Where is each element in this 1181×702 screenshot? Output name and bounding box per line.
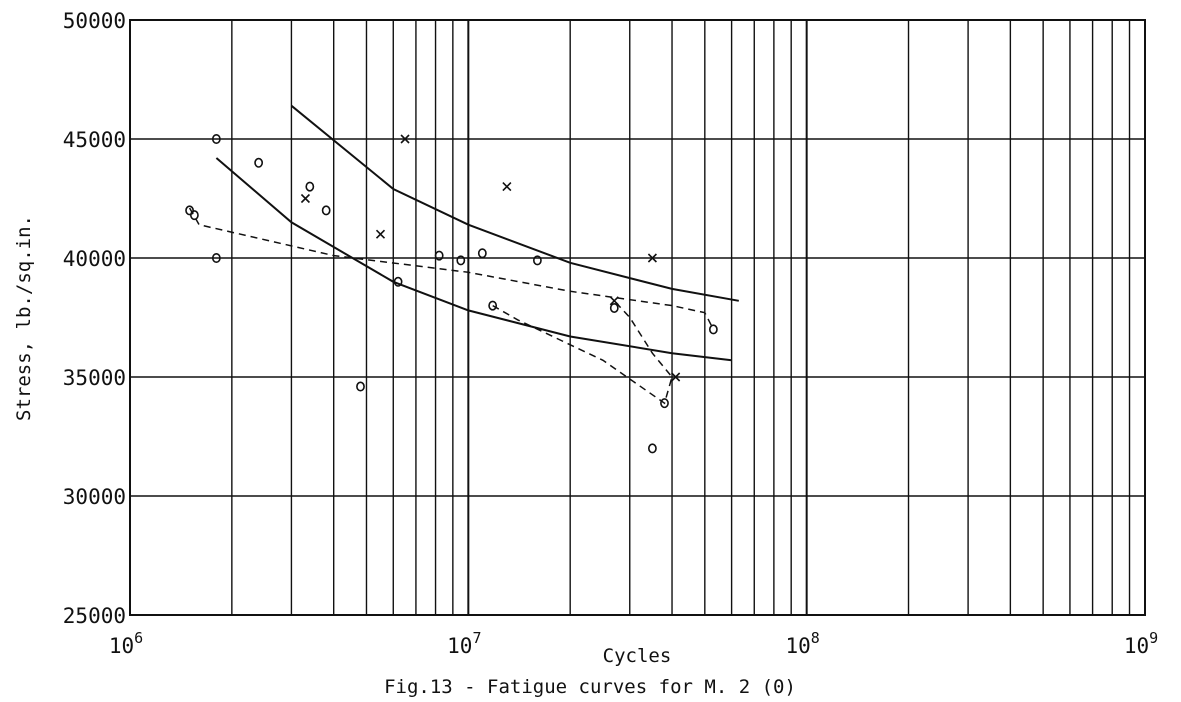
- data-point-circle: [211, 134, 221, 145]
- x-tick-label: 108: [786, 629, 820, 658]
- data-point-circle: [393, 276, 403, 287]
- y-tick-label: 30000: [63, 485, 126, 509]
- data-point-circle: [708, 324, 718, 335]
- x-tick-label: 107: [447, 629, 481, 658]
- data-point-circle: [660, 398, 669, 409]
- fitted-curves: [188, 104, 739, 405]
- data-point-circle: [211, 253, 221, 264]
- data-point-circle: [648, 443, 657, 454]
- data-point-circle: [456, 255, 466, 266]
- data-point-circle: [609, 302, 619, 313]
- data-point-circle: [477, 248, 487, 259]
- figure-caption: Fig.13 - Fatigue curves for M. 2 (0): [384, 676, 796, 698]
- data-point-circle: [434, 250, 444, 261]
- y-tick-label: 35000: [63, 366, 126, 390]
- data-point-cross: [375, 229, 386, 239]
- y-tick-label: 25000: [63, 604, 126, 628]
- data-point-circle: [488, 300, 498, 311]
- y-tick-label: 40000: [63, 247, 126, 271]
- x-tick-label: 106: [109, 629, 143, 658]
- plot-background: [130, 20, 1145, 615]
- x-tick-label: 109: [1124, 629, 1158, 658]
- data-point-circle: [532, 255, 542, 266]
- fitted-curve-dashed: [188, 207, 715, 330]
- data-point-cross: [502, 182, 512, 192]
- fitted-curve-solid: [290, 104, 739, 302]
- data-point-cross: [671, 372, 681, 382]
- fitted-curve-dashed: [492, 300, 673, 405]
- data-point-circle: [254, 157, 264, 168]
- data-point-cross: [400, 134, 410, 144]
- grid-lines: [129, 19, 1145, 616]
- data-point-circle: [189, 210, 199, 221]
- fitted-curve-solid: [215, 157, 732, 362]
- data-point-cross: [609, 296, 619, 306]
- x-axis-title: Cycles: [603, 645, 672, 667]
- plot-frame: [129, 19, 1146, 616]
- data-point-circle: [321, 205, 331, 216]
- data-point-cross: [300, 193, 310, 204]
- y-axis-title: Stress, lb./sq.in.: [13, 215, 35, 421]
- x-tick-labels: 106 107 108 109: [109, 629, 1158, 658]
- y-tick-label: 50000: [63, 9, 126, 33]
- data-point-circle: [305, 181, 315, 192]
- data-point-circle: [356, 381, 365, 392]
- y-tick-labels: 25000 30000 35000 40000 45000 50000: [63, 9, 126, 628]
- data-points: [185, 134, 718, 454]
- y-tick-label: 45000: [63, 128, 126, 152]
- data-point-cross: [647, 253, 657, 263]
